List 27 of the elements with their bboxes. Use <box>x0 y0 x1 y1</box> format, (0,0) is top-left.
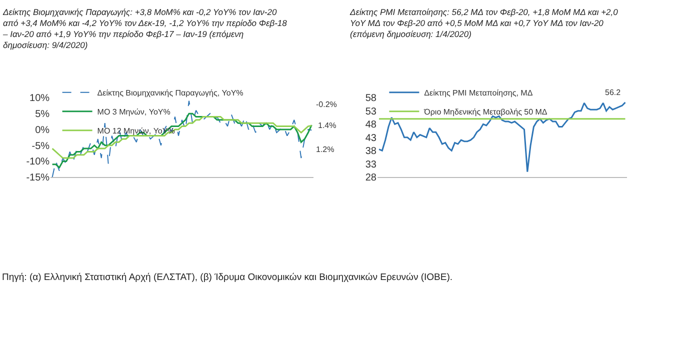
y-tick-label: -5% <box>32 140 50 152</box>
data-label: 1.2% <box>316 145 334 154</box>
line-series <box>52 116 312 159</box>
legend-label: ΜΟ 3 Μηνών, YoY% <box>97 107 170 116</box>
y-tick-label: 0% <box>35 124 50 136</box>
y-tick-label: -15% <box>26 172 50 184</box>
data-label: -0.2% <box>316 100 337 109</box>
chart-title: Δείκτης PMI Μεταποίησης: 56,2 ΜΔ τον Φεβ-20, +1,8 MoM ΜΔ και +2,0 YoY ΜΔ τον Φεβ-20 από +0,5 MoM ΜΔ και +0,7 YoY ΜΔ τον Ιαν-20 (επόμενη δημοσίευση: 1/4/2020) <box>349 7 618 40</box>
chart-title: Δείκτης Βιομηχανικής Παραγωγής: +3,8 MoM% και -0,2 YoY% τον Ιαν-20 από +3,4 MoM% και -4,2 YoY% τον Δεκ-19, -1,2 YoY% την περίοδο Φεβ-18 – Ιαν-20 από +1,9 YoY% την περίοδο Φεβ-17 – Ιαν-19 (επόμενη δημοσίευση: 9/4/2020) <box>2 7 288 50</box>
y-tick-label: 38 <box>365 146 377 158</box>
data-label: 1.4% <box>318 121 336 130</box>
y-tick-label: 48 <box>365 120 377 131</box>
legend-label: Δείκτης PMI Μεταποίησης, ΜΔ <box>424 88 534 98</box>
y-tick-label: 58 <box>365 93 377 104</box>
line-series <box>378 102 626 173</box>
legend-label: Δείκτης Βιομηχανικής Παραγωγής, YoY% <box>97 88 244 98</box>
line-series <box>52 100 312 178</box>
y-tick-label: -10% <box>26 156 50 168</box>
y-tick-label: 43 <box>365 132 377 144</box>
y-tick-label: 53 <box>365 106 377 118</box>
y-tick-label: 33 <box>365 159 377 170</box>
y-tick-label: 5% <box>35 109 50 120</box>
ref-line-label: Όριο Μηδενικής Μεταβολής 50 ΜΔ <box>423 107 548 116</box>
text: Πηγή: (α) Ελληνική Στατιστική Αρχή (ΕΛΣΤΑΤ), (β) Ίδρυμα Οικονομικών και Βιομηχανικών Ερευνών (ΙΟΒΕ). <box>2 272 453 283</box>
data-label: 56.2 <box>605 88 622 97</box>
y-tick-label: 10% <box>30 93 50 104</box>
y-tick-label: 28 <box>365 172 377 184</box>
